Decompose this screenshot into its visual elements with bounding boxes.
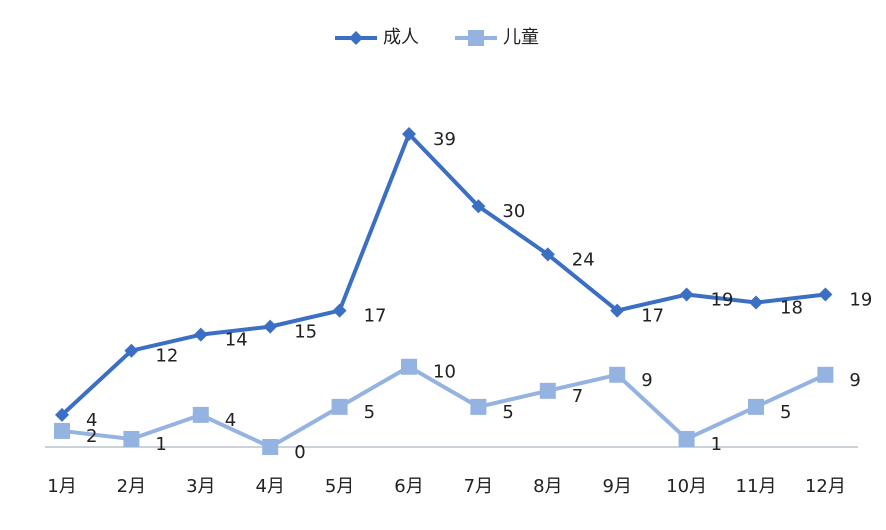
point (401, 358, 417, 375)
data-label: 30 (502, 201, 525, 222)
point (748, 398, 764, 415)
x-tick-label: 5月 (325, 476, 354, 497)
point (610, 303, 625, 318)
series-line (60, 132, 826, 417)
point (402, 127, 416, 141)
legend-label: 成人 (383, 27, 419, 48)
x-tick-label: 3月 (186, 476, 215, 497)
point (124, 343, 139, 358)
data-label: 4 (86, 410, 97, 431)
x-tick-label: 11月 (736, 476, 777, 497)
data-label: 39 (433, 129, 456, 150)
x-tick-label: 8月 (533, 476, 562, 497)
data-label: 1 (711, 434, 722, 455)
data-label: 12 (155, 346, 178, 367)
x-tick-label: 10月 (666, 476, 707, 497)
data-label: 18 (780, 298, 803, 319)
point (817, 366, 834, 383)
x-tick-label: 6月 (394, 476, 423, 497)
point (54, 422, 70, 439)
point (678, 430, 695, 447)
x-tick-label: 7月 (464, 476, 493, 497)
point (749, 295, 763, 310)
data-label: 5 (502, 402, 513, 423)
data-label: 1 (155, 434, 166, 455)
point (818, 287, 833, 302)
data-label: 9 (641, 370, 652, 391)
point (609, 366, 626, 383)
x-tick-label: 1月 (47, 476, 76, 497)
legend-marker (468, 30, 484, 46)
data-label: 15 (294, 322, 317, 343)
point (332, 303, 347, 318)
data-label: 19 (849, 290, 872, 311)
x-tick-label: 4月 (255, 476, 284, 497)
point (539, 382, 556, 399)
data-label: 7 (572, 386, 583, 407)
data-label: 17 (641, 306, 664, 327)
point (470, 398, 487, 415)
point (540, 247, 555, 262)
data-label: 2 (86, 426, 97, 447)
data-label: 17 (364, 306, 387, 327)
data-label: 19 (711, 290, 734, 311)
data-label: 14 (225, 330, 248, 351)
point (192, 406, 209, 423)
data-label: 24 (572, 249, 595, 270)
legend-label: 儿童 (503, 27, 539, 48)
point (331, 398, 348, 415)
data-label: 5 (364, 402, 375, 423)
data-label: 0 (294, 442, 305, 463)
data-label: 4 (225, 410, 236, 431)
x-tick-label: 12月 (805, 476, 846, 497)
point (262, 439, 279, 455)
point (193, 327, 208, 342)
legend-marker (349, 31, 363, 45)
point (55, 407, 69, 422)
x-tick-label: 2月 (117, 476, 146, 497)
point (123, 430, 140, 447)
x-tick-label: 9月 (602, 476, 631, 497)
series-line (61, 364, 827, 449)
data-label: 10 (433, 362, 456, 383)
point (471, 199, 486, 214)
data-label: 9 (849, 370, 860, 391)
point (679, 287, 694, 302)
point (263, 319, 278, 334)
data-label: 5 (780, 402, 791, 423)
